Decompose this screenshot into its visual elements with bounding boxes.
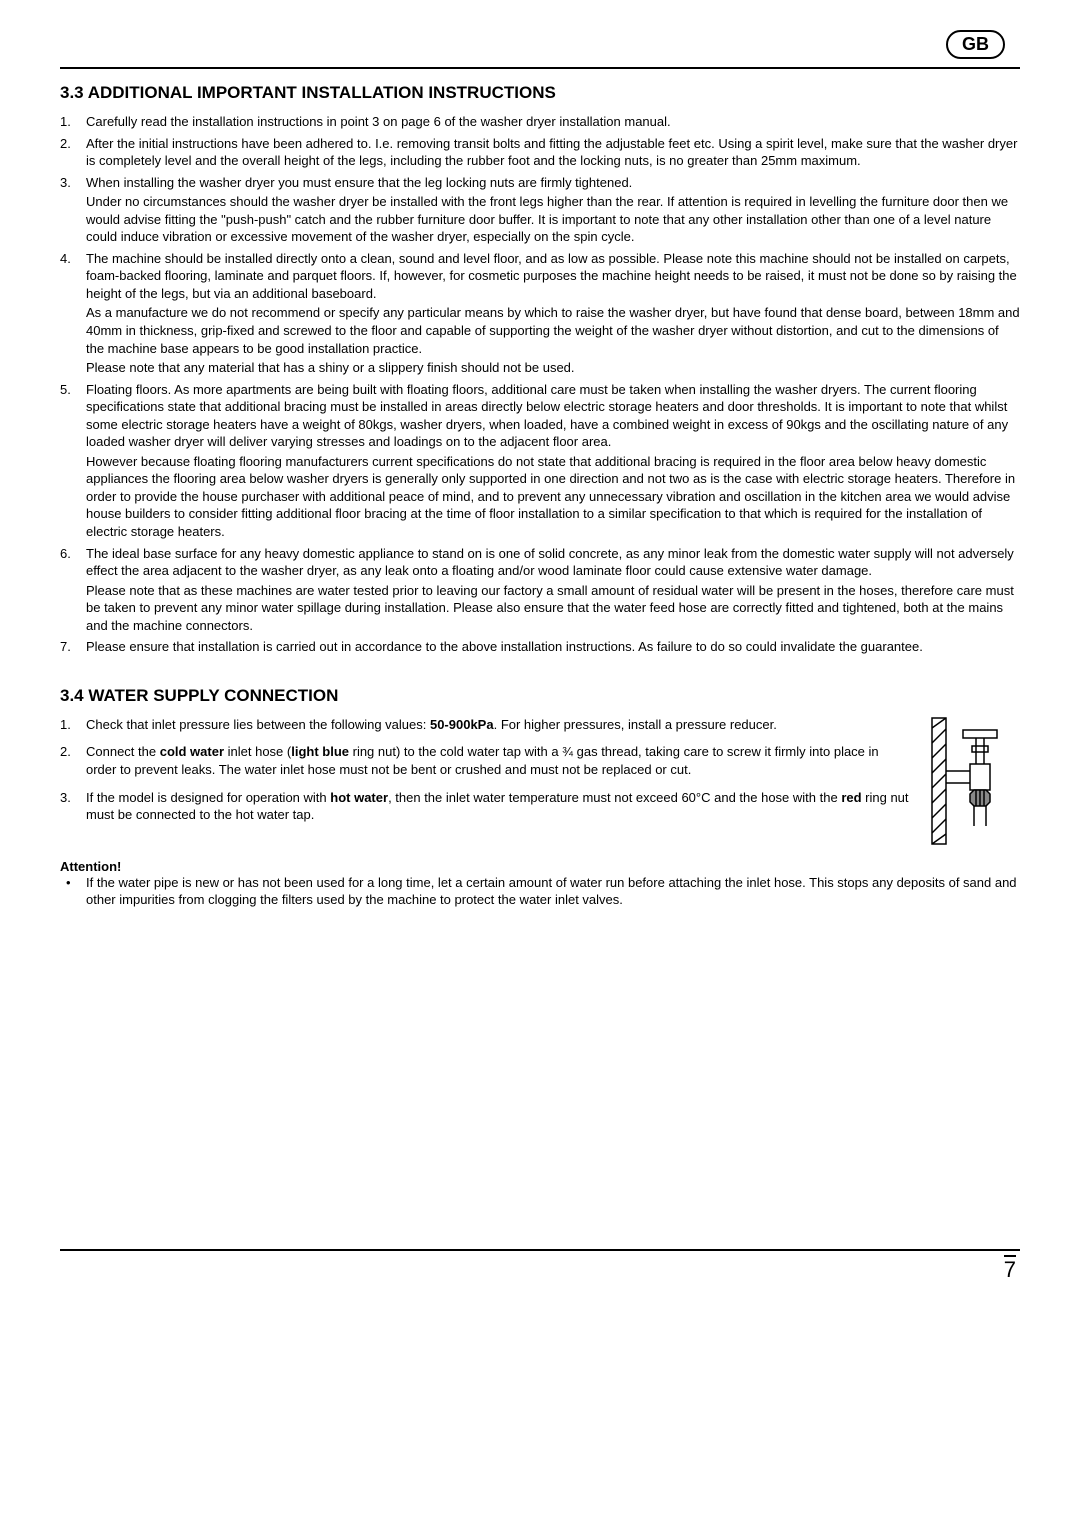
- item-content: Carefully read the installation instruct…: [86, 113, 1020, 133]
- item-content: Please ensure that installation is carri…: [86, 638, 1020, 658]
- item-number: 4.: [60, 250, 86, 379]
- list-item: 3.If the model is designed for operation…: [60, 789, 910, 824]
- gb-badge-text: GB: [946, 30, 1005, 59]
- item-content: The machine should be installed directly…: [86, 250, 1020, 379]
- section-33-list: 1.Carefully read the installation instru…: [60, 113, 1020, 658]
- water-text: 1.Check that inlet pressure lies between…: [60, 716, 910, 834]
- paragraph: Please note that as these machines are w…: [86, 582, 1020, 635]
- list-item: 7.Please ensure that installation is car…: [60, 638, 1020, 658]
- page-number: 7: [60, 1257, 1020, 1283]
- paragraph: After the initial instructions have been…: [86, 135, 1020, 170]
- bullet-icon: •: [60, 874, 86, 909]
- item-content: Connect the cold water inlet hose (light…: [86, 743, 910, 778]
- item-number: 3.: [60, 174, 86, 248]
- item-number: 1.: [60, 113, 86, 133]
- list-item: 1.Check that inlet pressure lies between…: [60, 716, 910, 734]
- item-number: 3.: [60, 789, 86, 824]
- item-content: If the model is designed for operation w…: [86, 789, 910, 824]
- item-number: 2.: [60, 135, 86, 172]
- water-row: 1.Check that inlet pressure lies between…: [60, 716, 1020, 851]
- item-number: 7.: [60, 638, 86, 658]
- section-34: 3.4 WATER SUPPLY CONNECTION 1.Check that…: [60, 686, 1020, 909]
- bottom-rule: [60, 1249, 1020, 1251]
- list-item: 5.Floating floors. As more apartments ar…: [60, 381, 1020, 543]
- item-content: The ideal base surface for any heavy dom…: [86, 545, 1020, 637]
- paragraph: The machine should be installed directly…: [86, 250, 1020, 303]
- item-number: 6.: [60, 545, 86, 637]
- attention-list: • If the water pipe is new or has not be…: [60, 874, 1020, 909]
- list-item: 3.When installing the washer dryer you m…: [60, 174, 1020, 248]
- paragraph: When installing the washer dryer you mus…: [86, 174, 1020, 192]
- list-item: 2.After the initial instructions have be…: [60, 135, 1020, 172]
- paragraph: However because floating flooring manufa…: [86, 453, 1020, 541]
- paragraph: Floating floors. As more apartments are …: [86, 381, 1020, 451]
- paragraph: As a manufacture we do not recommend or …: [86, 304, 1020, 357]
- item-content: When installing the washer dryer you mus…: [86, 174, 1020, 248]
- item-content: Floating floors. As more apartments are …: [86, 381, 1020, 543]
- tap-icon: [930, 716, 1020, 851]
- paragraph: Under no circumstances should the washer…: [86, 193, 1020, 246]
- item-number: 5.: [60, 381, 86, 543]
- paragraph: The ideal base surface for any heavy dom…: [86, 545, 1020, 580]
- gb-badge: GB: [60, 30, 1020, 59]
- attention-label: Attention!: [60, 859, 1020, 874]
- paragraph: Please ensure that installation is carri…: [86, 638, 1020, 656]
- attention-text: If the water pipe is new or has not been…: [86, 874, 1020, 909]
- list-item: 2.Connect the cold water inlet hose (lig…: [60, 743, 910, 778]
- section-33-title: 3.3 ADDITIONAL IMPORTANT INSTALLATION IN…: [60, 83, 1020, 103]
- paragraph: Please note that any material that has a…: [86, 359, 1020, 377]
- item-content: After the initial instructions have been…: [86, 135, 1020, 172]
- section-34-title: 3.4 WATER SUPPLY CONNECTION: [60, 686, 1020, 706]
- list-item: 1.Carefully read the installation instru…: [60, 113, 1020, 133]
- item-number: 2.: [60, 743, 86, 778]
- item-number: 1.: [60, 716, 86, 734]
- top-rule: [60, 67, 1020, 69]
- paragraph: Carefully read the installation instruct…: [86, 113, 1020, 131]
- list-item: 4.The machine should be installed direct…: [60, 250, 1020, 379]
- attention-item: • If the water pipe is new or has not be…: [60, 874, 1020, 909]
- item-content: Check that inlet pressure lies between t…: [86, 716, 910, 734]
- section-34-list: 1.Check that inlet pressure lies between…: [60, 716, 910, 824]
- list-item: 6.The ideal base surface for any heavy d…: [60, 545, 1020, 637]
